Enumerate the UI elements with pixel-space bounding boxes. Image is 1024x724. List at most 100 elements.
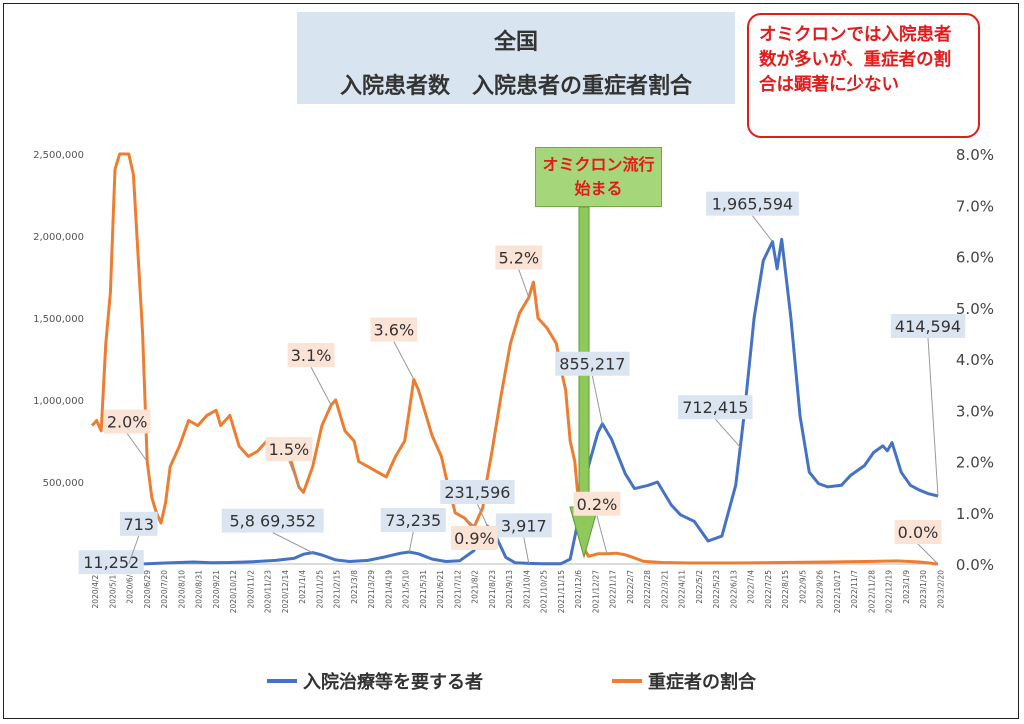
x-tick-label: 2021/10/4 bbox=[522, 570, 531, 609]
annotation-box bbox=[78, 550, 144, 575]
annotation-box bbox=[890, 314, 966, 339]
annotation-box bbox=[555, 351, 630, 376]
y-left-tick-label: 1,000,000 bbox=[33, 396, 84, 407]
x-tick-label: 2022/1/17 bbox=[609, 570, 618, 609]
x-tick-label: 2022/11/28 bbox=[867, 570, 876, 613]
annotation-label: 73,235 bbox=[385, 511, 441, 530]
x-tick-label: 2022/9/26 bbox=[816, 570, 825, 609]
y-right-tick-label: 1.0% bbox=[956, 505, 994, 523]
annotation-label: 3,917 bbox=[501, 516, 547, 535]
x-tick-label: 2022/12/19 bbox=[885, 570, 894, 613]
x-tick-label: 2020/4/27 bbox=[91, 570, 100, 609]
annotation-leader bbox=[714, 418, 741, 448]
annotation-label: 2.0% bbox=[107, 413, 148, 432]
x-tick-label: 2023/1/30 bbox=[919, 570, 928, 609]
annotation-leader bbox=[464, 517, 475, 527]
annotation-label: 5.2% bbox=[498, 249, 539, 268]
annotation-leader bbox=[288, 460, 300, 488]
x-tick-label: 2020/11/23 bbox=[264, 570, 273, 613]
annotation-leader bbox=[917, 543, 939, 565]
x-tick-label: 2020/12/14 bbox=[281, 570, 290, 613]
x-tick-label: 2021/1/25 bbox=[315, 570, 324, 609]
legend-label-inpatients: 入院治療等を要する者 bbox=[303, 672, 483, 693]
annotation-box bbox=[440, 480, 515, 505]
y-right-tick-label: 4.0% bbox=[956, 351, 994, 369]
x-tick-label: 2020/11/2 bbox=[246, 570, 255, 609]
legend-label-severe-ratio: 重症者の割合 bbox=[648, 672, 756, 693]
x-tick-label: 2022/3/21 bbox=[660, 570, 669, 609]
annotation-box bbox=[287, 343, 335, 368]
annotation-leader bbox=[523, 537, 530, 564]
x-tick-label: 2022/7/4 bbox=[747, 570, 756, 604]
x-tick-label: 2021/1/4 bbox=[298, 570, 307, 604]
x-tick-label: 2021/11/15 bbox=[557, 570, 566, 613]
y-left-tick-label: 1,500,000 bbox=[33, 314, 84, 325]
line-chart: 2,500,000 2,000,000 1,500,000 1,000,000 500,… bbox=[33, 146, 994, 613]
annotation-label: 414,594 bbox=[895, 317, 961, 336]
x-tick-label: 2021/5/10 bbox=[402, 570, 411, 609]
annotation-box bbox=[706, 191, 799, 216]
x-tick-label: 2021/8/2 bbox=[471, 570, 480, 604]
x-tick-label: 2021/4/19 bbox=[384, 570, 393, 609]
annotation-leader bbox=[310, 366, 332, 406]
x-tick-label: 2022/6/13 bbox=[729, 570, 738, 609]
series-line-severe-ratio bbox=[90, 152, 939, 566]
legend-swatch-orange bbox=[612, 679, 642, 683]
x-tick-label: 2020/8/31 bbox=[195, 570, 204, 609]
x-tick-label: 2022/11/7 bbox=[850, 570, 859, 609]
title-box: 全国 入院患者数 入院患者の重症者割合 bbox=[297, 12, 735, 104]
annotation-label: 1,965,594 bbox=[712, 195, 793, 214]
annotation-box bbox=[370, 317, 418, 342]
y-right-tick-label: 2.0% bbox=[956, 454, 994, 472]
annotation-box bbox=[103, 409, 151, 434]
annotation-leader bbox=[393, 341, 415, 380]
y-right-tick-label: 3.0% bbox=[956, 402, 994, 420]
series-line-inpatients bbox=[91, 237, 939, 566]
x-tick-label: 2023/2/20 bbox=[936, 570, 945, 609]
x-tick-label: 2020/6/29 bbox=[143, 570, 152, 609]
annotation-box bbox=[265, 437, 313, 462]
annotation-label: 0.2% bbox=[577, 495, 618, 514]
chart-title: 全国 bbox=[493, 30, 538, 55]
x-tick-label: 2021/6/21 bbox=[436, 570, 445, 609]
y-right-tick-label: 6.0% bbox=[956, 249, 994, 267]
legend-item-severe-ratio: 重症者の割合 bbox=[612, 668, 756, 694]
x-tick-label: 2020/5/18 bbox=[108, 570, 117, 609]
annotation-leader bbox=[518, 269, 530, 298]
y-right-tick-label: 8.0% bbox=[956, 146, 994, 164]
x-tick-label: 2022/8/15 bbox=[781, 570, 790, 609]
annotation-leader bbox=[752, 215, 773, 242]
annotation-label: 231,596 bbox=[444, 483, 510, 502]
x-tick-label: 2021/9/13 bbox=[505, 570, 514, 609]
x-tick-label: 2022/5/2 bbox=[695, 570, 704, 604]
callout-note: オミクロンでは入院患者数が多いが、重症者の割合は顕著に少ない bbox=[747, 13, 980, 138]
annotation-leader bbox=[476, 503, 488, 527]
annotation-label: 0.0% bbox=[898, 523, 939, 542]
x-tick-label: 2023/1/9 bbox=[902, 570, 911, 604]
annotation-box bbox=[495, 245, 543, 270]
annotation-label: 712,415 bbox=[682, 398, 748, 417]
annotation-leader bbox=[591, 375, 603, 424]
x-tick-label: 2022/9/5 bbox=[798, 570, 807, 604]
annotation-leader bbox=[408, 531, 414, 553]
x-tick-label: 2021/2/15 bbox=[333, 570, 342, 609]
annotation-label: 11,252 bbox=[83, 553, 139, 572]
x-tick-label: 2021/3/8 bbox=[350, 570, 359, 604]
chart-subtitle: 入院患者数 入院患者の重症者割合 bbox=[339, 74, 692, 99]
annotation-box bbox=[221, 508, 324, 533]
annotation-box bbox=[119, 511, 158, 536]
legend-item-inpatients: 入院治療等を要する者 bbox=[267, 668, 483, 694]
y-left-tick-label: 2,000,000 bbox=[33, 232, 84, 243]
annotation-leader bbox=[128, 535, 140, 565]
annotation-label: 1.5% bbox=[269, 440, 310, 459]
annotation-box bbox=[894, 520, 942, 544]
annotation-leader bbox=[272, 532, 313, 554]
annotation-box bbox=[678, 395, 753, 420]
annotation-box bbox=[380, 507, 446, 532]
x-tick-label: 2022/10/17 bbox=[833, 570, 842, 613]
x-tick-label: 2021/12/27 bbox=[591, 570, 600, 613]
x-tick-label: 2021/8/23 bbox=[488, 570, 497, 609]
x-tick-label: 2022/5/23 bbox=[712, 570, 721, 609]
x-tick-label: 2020/8/10 bbox=[177, 570, 186, 609]
y-right-tick-label: 7.0% bbox=[956, 197, 994, 215]
